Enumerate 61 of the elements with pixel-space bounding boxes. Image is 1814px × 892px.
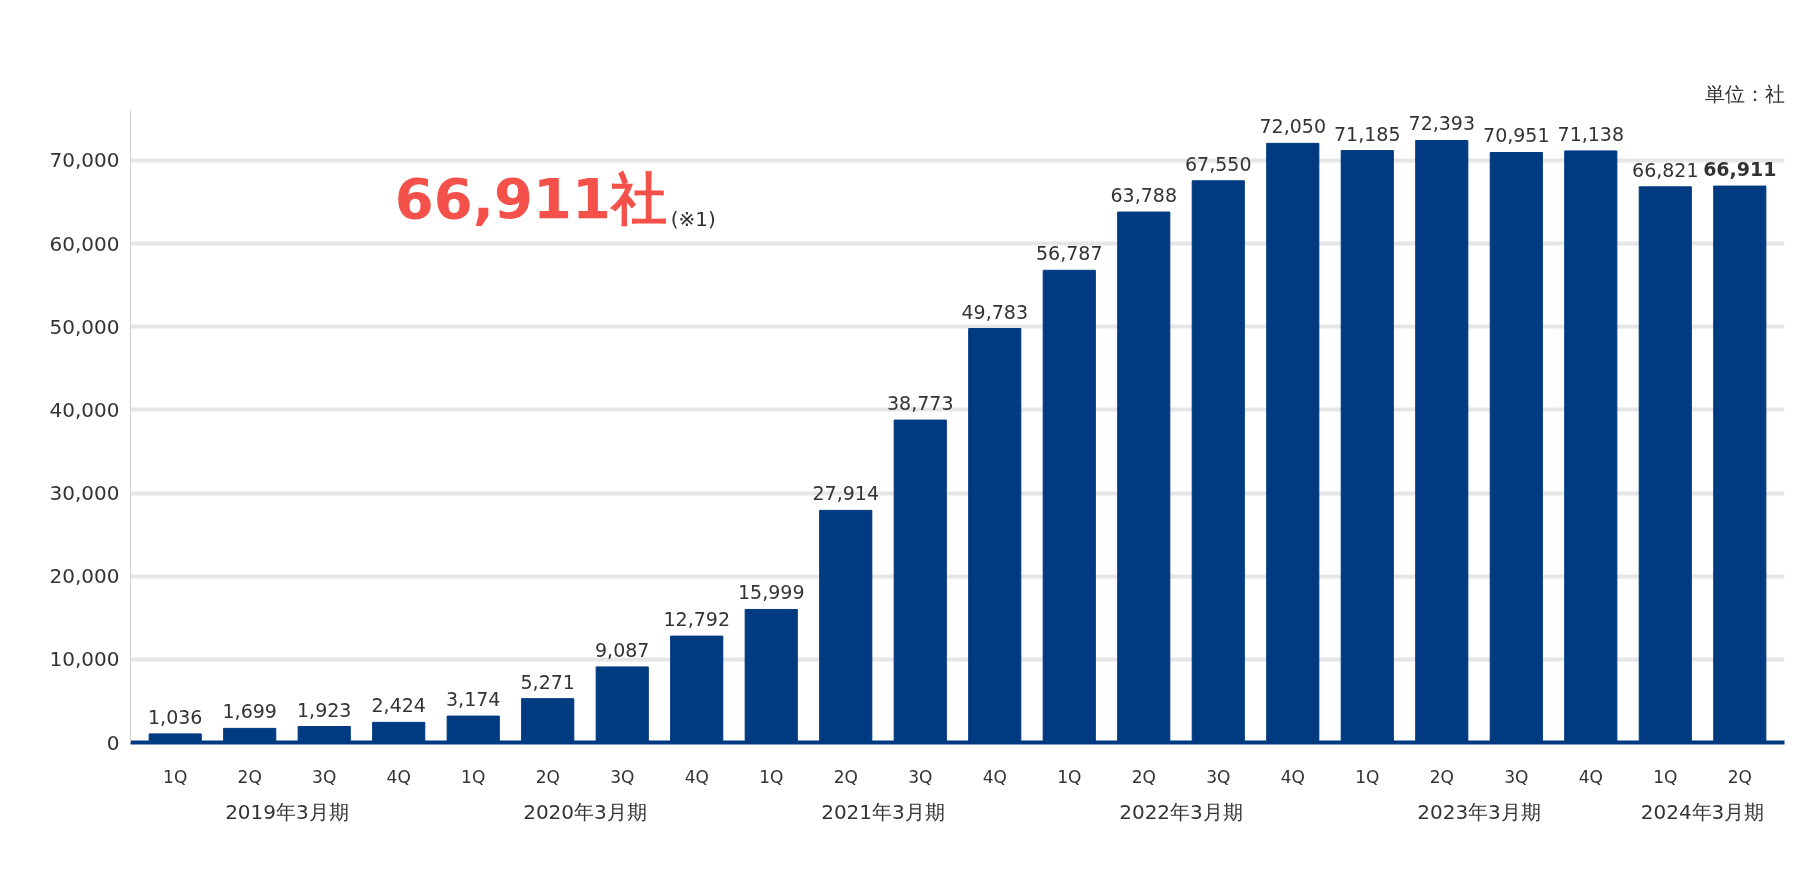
y-tick-label: 60,000 [49,231,120,256]
x-tick-label: 2Q [1429,766,1454,787]
x-tick-label: 3Q [610,766,635,787]
x-tick-label: 2Q [535,766,560,787]
x-tick-label: 3Q [312,766,337,787]
text: 2020年3月期 [523,799,647,824]
data-label: 72,050 [1259,115,1327,138]
annotation: (※1) [670,207,716,232]
data-label: 63,788 [1110,184,1177,207]
x-tick-label: 3Q [1206,766,1231,787]
text: 2022年3月期 [1119,799,1243,824]
data-label: 5,271 [520,670,575,693]
x-tick-label: 1Q [461,766,486,787]
data-label: 70,951 [1483,124,1550,147]
x-tick-label: 1Q [1057,766,1082,787]
x-tick-label: 4Q [684,766,709,787]
x-tick-label: 2Q [237,766,262,787]
y-tick-label: 0 [106,730,120,755]
text: 2021年3月期 [821,799,945,824]
x-tick-label: 2Q [1131,766,1156,787]
data-label: 2,424 [371,694,426,717]
y-tick-label: 20,000 [49,564,120,589]
data-label: 15,999 [738,581,805,604]
x-tick-label: 2Q [1727,766,1752,787]
y-tick-label: 70,000 [49,148,120,173]
data-label: 71,185 [1334,122,1401,145]
x-tick-label: 1Q [1355,766,1380,787]
x-tick-label: 4Q [1578,766,1603,787]
data-label: 38,773 [887,392,954,415]
data-label: 66,821 [1632,158,1699,181]
x-tick-label: 2Q [833,766,858,787]
data-label: 71,138 [1557,122,1625,145]
data-label: 66,911 [1703,158,1777,181]
annotation: 66,911社 [394,166,667,232]
data-label: 56,787 [1036,242,1103,265]
text: 2024年3月期 [1640,799,1765,824]
x-tick-label: 3Q [908,766,933,787]
x-tick-label: 4Q [386,766,411,787]
text: 単位：社 [1704,81,1785,106]
data-label: 72,393 [1408,112,1476,135]
data-label: 1,699 [222,700,277,723]
data-label: 67,550 [1185,152,1252,175]
y-tick-label: 30,000 [49,481,120,506]
x-tick-label: 3Q [1504,766,1529,787]
text: 2023年3月期 [1417,799,1541,824]
y-tick-label: 50,000 [49,314,120,339]
y-tick-label: 40,000 [49,397,120,422]
x-tick-label: 4Q [982,766,1007,787]
data-label: 27,914 [812,482,879,505]
data-label: 49,783 [961,300,1028,323]
data-label: 12,792 [663,608,730,631]
x-tick-label: 1Q [759,766,784,787]
data-label: 9,087 [595,638,650,661]
x-tick-label: 4Q [1280,766,1305,787]
x-tick-label: 1Q [163,766,188,787]
data-label: 1,923 [297,698,352,721]
data-label: 1,036 [148,705,203,728]
data-label: 3,174 [446,688,501,711]
y-tick-label: 10,000 [49,647,120,672]
x-tick-label: 1Q [1653,766,1678,787]
text: 2019年3月期 [225,799,349,824]
